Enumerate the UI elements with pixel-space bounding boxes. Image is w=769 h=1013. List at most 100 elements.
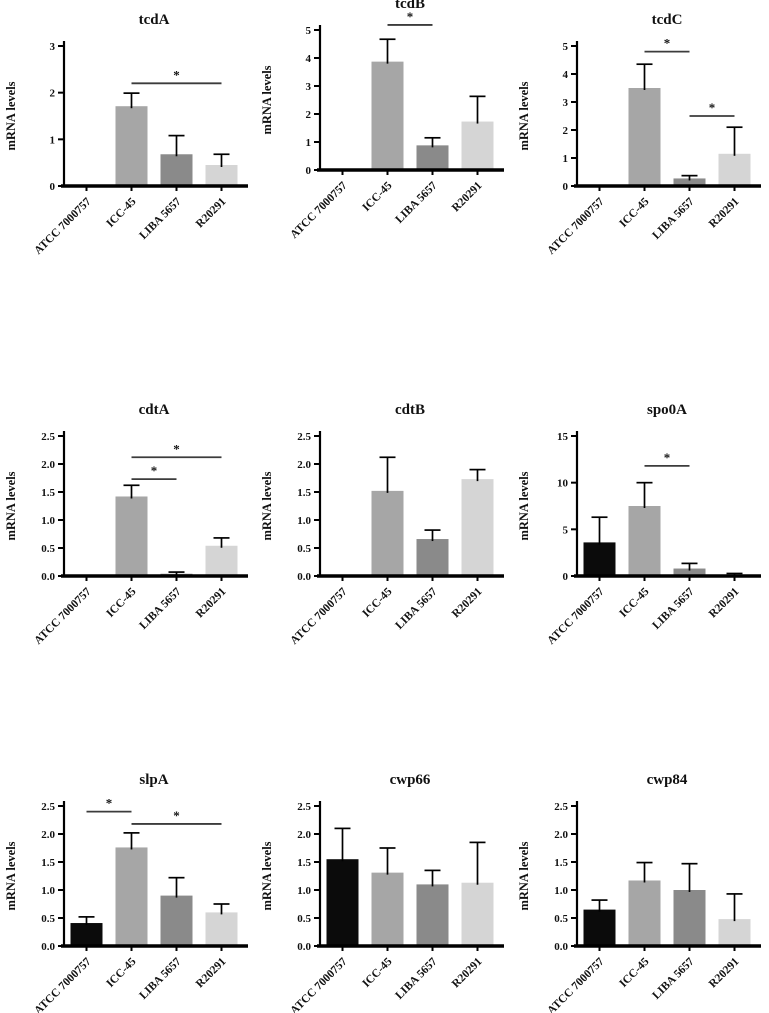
y-axis-label: mRNA levels <box>260 65 274 134</box>
y-tick-label: 3 <box>306 81 312 93</box>
significance-asterisk: * <box>151 463 158 478</box>
x-tick-label-r20291: R20291 <box>194 955 229 990</box>
y-tick-label: 2.0 <box>297 459 311 471</box>
y-tick-label: 1.0 <box>41 515 55 527</box>
y-tick-label: 1.5 <box>41 857 55 869</box>
y-tick-label: 10 <box>557 478 569 490</box>
x-tick-label-atcc-7000757: ATCC 7000757 <box>545 195 607 257</box>
x-tick-label-atcc-7000757: ATCC 7000757 <box>32 955 94 1013</box>
bar-r20291 <box>461 479 494 576</box>
y-axis-label: mRNA levels <box>4 81 18 150</box>
bar-liba-5657 <box>673 178 705 186</box>
x-tick-label-r20291: R20291 <box>450 179 485 214</box>
x-tick-label-atcc-7000757: ATCC 7000757 <box>545 955 607 1013</box>
bar-icc-45 <box>115 847 148 946</box>
bar-icc-45 <box>628 506 660 576</box>
chart-cdtb: cdtB mRNA levels 0.0 0.5 1.0 1.5 2.0 2.5 ATCC 70… <box>260 402 504 647</box>
chart-cell-tcdb: tcdB mRNA levels 0 1 2 3 4 5 ATCC 7000757 ICC-45 L… <box>256 0 512 390</box>
x-tick-label-liba-5657: LIBA 5657 <box>137 955 183 1001</box>
y-tick-label: 4 <box>562 69 568 81</box>
x-tick-label-atcc-7000757: ATCC 7000757 <box>288 955 350 1013</box>
x-tick-label-icc-45: ICC-45 <box>104 955 138 989</box>
bar-r20291 <box>718 153 750 186</box>
y-tick-label: 5 <box>306 25 312 37</box>
chart-cell-spo0a: spo0A mRNA levels 0 5 10 15 ATCC 7000757 ICC-45… <box>512 390 769 760</box>
y-tick-label: 2.5 <box>297 431 311 443</box>
bar-atcc-7000757 <box>583 909 615 946</box>
chart-title-tcda: tcdA <box>139 12 170 28</box>
x-tick-label-icc-45: ICC-45 <box>104 585 138 619</box>
y-tick-label: 1.5 <box>554 857 568 869</box>
x-tick-label-r20291: R20291 <box>194 585 229 620</box>
bar-r20291 <box>461 121 494 170</box>
significance-asterisk: * <box>708 100 715 115</box>
x-tick-label-liba-5657: LIBA 5657 <box>393 955 439 1001</box>
x-tick-label-icc-45: ICC-45 <box>360 585 394 619</box>
y-tick-label: 0 <box>306 165 312 177</box>
bar-icc-45 <box>371 490 404 576</box>
bar-liba-5657 <box>673 568 705 576</box>
y-tick-label: 0.0 <box>554 941 568 953</box>
x-tick-label-liba-5657: LIBA 5657 <box>650 955 696 1001</box>
y-tick-label: 0 <box>562 571 568 583</box>
x-tick-label-icc-45: ICC-45 <box>617 955 651 989</box>
x-tick-label-liba-5657: LIBA 5657 <box>137 195 183 241</box>
x-tick-label-atcc-7000757: ATCC 7000757 <box>288 585 350 647</box>
y-axis-label: mRNA levels <box>260 841 274 910</box>
x-tick-label-liba-5657: LIBA 5657 <box>650 195 696 241</box>
chart-spo0a: spo0A mRNA levels 0 5 10 15 ATCC 7000757 ICC-45… <box>517 402 761 647</box>
y-tick-label: 1 <box>50 134 56 146</box>
y-tick-label: 2.0 <box>41 459 55 471</box>
y-tick-label: 1.5 <box>297 487 311 499</box>
chart-cell-cwp66: cwp66 mRNA levels 0.0 0.5 1.0 1.5 2.0 2.5 ATCC 7… <box>256 760 512 1013</box>
x-tick-label-icc-45: ICC-45 <box>617 195 651 229</box>
bar-r20291 <box>205 165 238 186</box>
y-tick-label: 2.0 <box>554 829 568 841</box>
y-tick-label: 0.5 <box>41 913 55 925</box>
y-tick-label: 1.0 <box>41 885 55 897</box>
x-tick-label-r20291: R20291 <box>706 195 741 230</box>
y-tick-label: 0.5 <box>554 913 568 925</box>
y-tick-label: 2.5 <box>554 801 568 813</box>
y-tick-label: 3 <box>50 41 56 53</box>
y-tick-label: 0.0 <box>41 941 55 953</box>
y-tick-label: 1.5 <box>297 857 311 869</box>
y-tick-label: 1 <box>306 137 312 149</box>
chart-cwp66: cwp66 mRNA levels 0.0 0.5 1.0 1.5 2.0 2.5 ATCC 7… <box>260 772 504 1013</box>
bar-r20291 <box>205 545 238 576</box>
y-tick-label: 2 <box>562 125 568 137</box>
y-tick-label: 2.0 <box>41 829 55 841</box>
x-tick-label-liba-5657: LIBA 5657 <box>137 585 183 631</box>
x-tick-label-r20291: R20291 <box>706 955 741 990</box>
y-tick-label: 2.5 <box>41 801 55 813</box>
bar-atcc-7000757 <box>583 542 615 576</box>
x-tick-label-liba-5657: LIBA 5657 <box>650 585 696 631</box>
x-tick-label-icc-45: ICC-45 <box>104 195 138 229</box>
y-tick-label: 2 <box>50 88 56 100</box>
chart-title-spo0a: spo0A <box>646 402 686 418</box>
chart-cdta: cdtA mRNA levels 0.0 0.5 1.0 1.5 2.0 2.5 ATCC 70… <box>4 402 248 647</box>
y-tick-label: 0 <box>50 181 56 193</box>
bar-liba-5657 <box>416 884 449 946</box>
significance-asterisk: * <box>173 441 180 456</box>
y-tick-label: 1.0 <box>554 885 568 897</box>
chart-cell-cdta: cdtA mRNA levels 0.0 0.5 1.0 1.5 2.0 2.5 ATCC 70… <box>0 390 256 760</box>
y-tick-label: 1 <box>562 153 568 165</box>
bar-atcc-7000757 <box>70 923 103 946</box>
x-tick-label-atcc-7000757: ATCC 7000757 <box>545 585 607 647</box>
bar-icc-45 <box>115 496 148 576</box>
bar-liba-5657 <box>160 154 193 186</box>
bar-icc-45 <box>371 61 404 170</box>
x-tick-label-liba-5657: LIBA 5657 <box>393 585 439 631</box>
y-axis-label: mRNA levels <box>260 471 274 540</box>
x-tick-label-r20291: R20291 <box>450 585 485 620</box>
significance-asterisk: * <box>663 450 670 465</box>
chart-cell-tcdc: tcdC mRNA levels 0 1 2 3 4 5 ATCC 7000757 ICC-45 L… <box>512 0 769 390</box>
bar-liba-5657 <box>673 890 705 946</box>
chart-tcdb: tcdB mRNA levels 0 1 2 3 4 5 ATCC 7000757 ICC-45L… <box>260 0 504 241</box>
significance-asterisk: * <box>106 796 113 811</box>
significance-asterisk: * <box>663 36 670 51</box>
y-tick-label: 2 <box>306 109 312 121</box>
bar-r20291 <box>461 882 494 946</box>
